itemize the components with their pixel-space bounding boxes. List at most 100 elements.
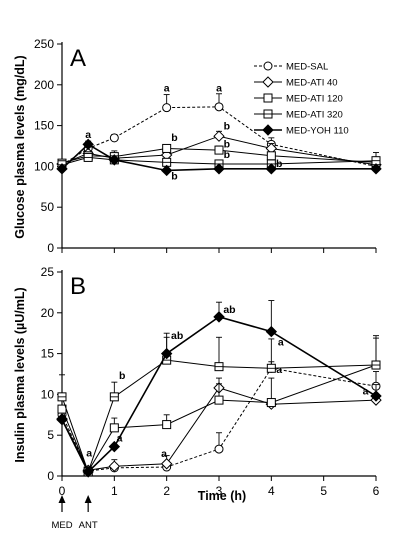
panel-b-y-tick-label: 15 — [41, 347, 55, 361]
panel-b-data-point — [214, 395, 224, 405]
panel-b-data-point — [82, 466, 94, 478]
panel-b-significance-label: b — [119, 370, 125, 382]
panel-b-series-line — [61, 359, 377, 474]
arrow-marker-ant: ANT — [79, 495, 98, 531]
legend-label: MED-ATI 40 — [286, 78, 338, 89]
panel-b-data-point — [108, 460, 121, 472]
panel-a-y-tick-label: 100 — [34, 159, 54, 173]
panel-b-error-bar — [373, 335, 379, 366]
panel-a-data-point — [162, 103, 172, 113]
panel-a-significance-label: a — [216, 82, 222, 94]
panel-a-y-tick-label: 250 — [34, 37, 54, 51]
panel-b-letter: B — [70, 273, 86, 300]
panel-b-significance-label: ab — [171, 330, 183, 342]
panel-a-significance-label: b — [276, 158, 282, 170]
panel-a-significance-label: b — [224, 121, 230, 133]
panel-b-series-5 — [56, 300, 382, 478]
legend-marker — [263, 93, 273, 103]
panel-b-chart: B Insulin plasma levels (µU/mL) Time (h)… — [13, 265, 382, 531]
panel-b-data-point — [57, 392, 67, 402]
panel-b-data-point — [214, 362, 224, 372]
panel-a-data-point — [160, 164, 173, 177]
panel-a-data-point — [82, 138, 94, 151]
panel-b-y-tick-label: 10 — [41, 387, 55, 401]
panel-a-significance-label: b — [224, 149, 230, 161]
panel-b-data-point — [160, 347, 173, 360]
panel-a-data-point — [213, 163, 225, 175]
panel-b-y-tick-label: 20 — [41, 306, 55, 320]
x-tick-label: 1 — [111, 484, 118, 498]
panel-a-significance-label: b — [171, 170, 177, 182]
panel-b-significance-label: a — [276, 364, 282, 376]
legend-label: MED-YOH 110 — [286, 126, 349, 137]
panel-a-significance-label: b — [171, 132, 177, 144]
legend-entry: MED-ATI 40 — [254, 76, 338, 89]
x-axis-label: Time (h) — [198, 489, 246, 503]
x-tick-label: 2 — [163, 484, 170, 498]
panel-b-y-tick-label: 0 — [47, 469, 54, 483]
panel-a-series-5 — [56, 138, 382, 177]
panel-a-chart: A Glucose plasma levels (mg/dL) MED-SAL M… — [13, 37, 382, 255]
legend-entry: MED-ATI 120 — [254, 93, 343, 105]
legend-entry: MED-SAL — [254, 61, 328, 73]
panel-b-data-point — [160, 458, 173, 470]
panel-b-y-axis-label: Insulin plasma levels (µU/mL) — [13, 287, 27, 462]
panel-b-data-point — [108, 440, 121, 453]
panel-a-significance-label: a — [85, 129, 91, 141]
arrow-label-med: MED — [51, 520, 72, 531]
legend-marker — [262, 124, 274, 136]
legend-label: MED-SAL — [286, 62, 328, 73]
panel-b-data-point — [371, 360, 381, 370]
panel-b-significance-label: a — [86, 447, 92, 459]
x-tick-label: 4 — [268, 484, 275, 498]
panel-a-y-axis-label: Glucose plasma levels (mg/dL) — [13, 55, 27, 238]
panel-a-significance-label: a — [164, 82, 170, 94]
legend-label: MED-ATI 120 — [286, 94, 343, 105]
panel-b-data-point — [109, 423, 119, 433]
panel-b-data-point — [109, 392, 119, 402]
panel-b-data-point — [213, 311, 225, 323]
x-tick-label: 3 — [216, 484, 223, 498]
x-tick-label: 0 — [59, 484, 66, 498]
panel-b-data-point — [214, 444, 224, 454]
panel-a-y-tick-label: 200 — [34, 78, 54, 92]
panel-a-data-point — [108, 154, 121, 166]
panel-b-significance-label: a — [117, 433, 123, 445]
panel-b-y-tick-label: 5 — [47, 428, 54, 442]
panel-b-significance-label: a — [363, 385, 369, 397]
panel-b-data-point — [266, 398, 276, 408]
panel-a-significance-label: b — [224, 139, 230, 151]
panel-b-significance-label: a — [161, 448, 167, 460]
panel-b-data-point — [265, 325, 278, 338]
panel-a-data-point — [370, 163, 382, 175]
legend-marker — [263, 61, 273, 71]
panel-a-data-point — [162, 143, 172, 153]
panel-b-data-point — [56, 413, 68, 426]
panel-b-error-bar — [216, 336, 222, 367]
panel-b-data-point — [162, 420, 172, 430]
legend-entry: MED-ATI 320 — [254, 109, 343, 121]
panel-a-letter: A — [70, 45, 86, 72]
x-tick-label: 5 — [320, 484, 327, 498]
legend-entry: MED-YOH 110 — [254, 124, 349, 137]
legend-label: MED-ATI 320 — [286, 110, 343, 121]
panel-a-data-point — [214, 102, 224, 112]
panel-a-data-point — [214, 145, 224, 155]
arrow-label-ant: ANT — [79, 520, 98, 531]
panel-a-data-point — [266, 151, 276, 161]
arrow-marker-med: MED — [51, 495, 73, 531]
panel-a-data-point — [213, 130, 225, 142]
x-tick-label: 6 — [373, 484, 380, 498]
panel-b-data-point — [370, 390, 382, 402]
panel-a-data-point — [109, 133, 119, 143]
legend-marker — [262, 76, 274, 88]
panel-b-data-point — [266, 363, 276, 373]
panel-a-y-tick-label: 50 — [41, 200, 55, 214]
panel-b-y-tick-label: 25 — [41, 265, 55, 279]
panel-b-significance-label: a — [278, 336, 284, 348]
panel-a-data-point — [83, 152, 93, 162]
panel-b-error-bar — [268, 338, 275, 369]
legend-marker — [263, 109, 273, 119]
panel-a-data-point — [56, 163, 68, 175]
